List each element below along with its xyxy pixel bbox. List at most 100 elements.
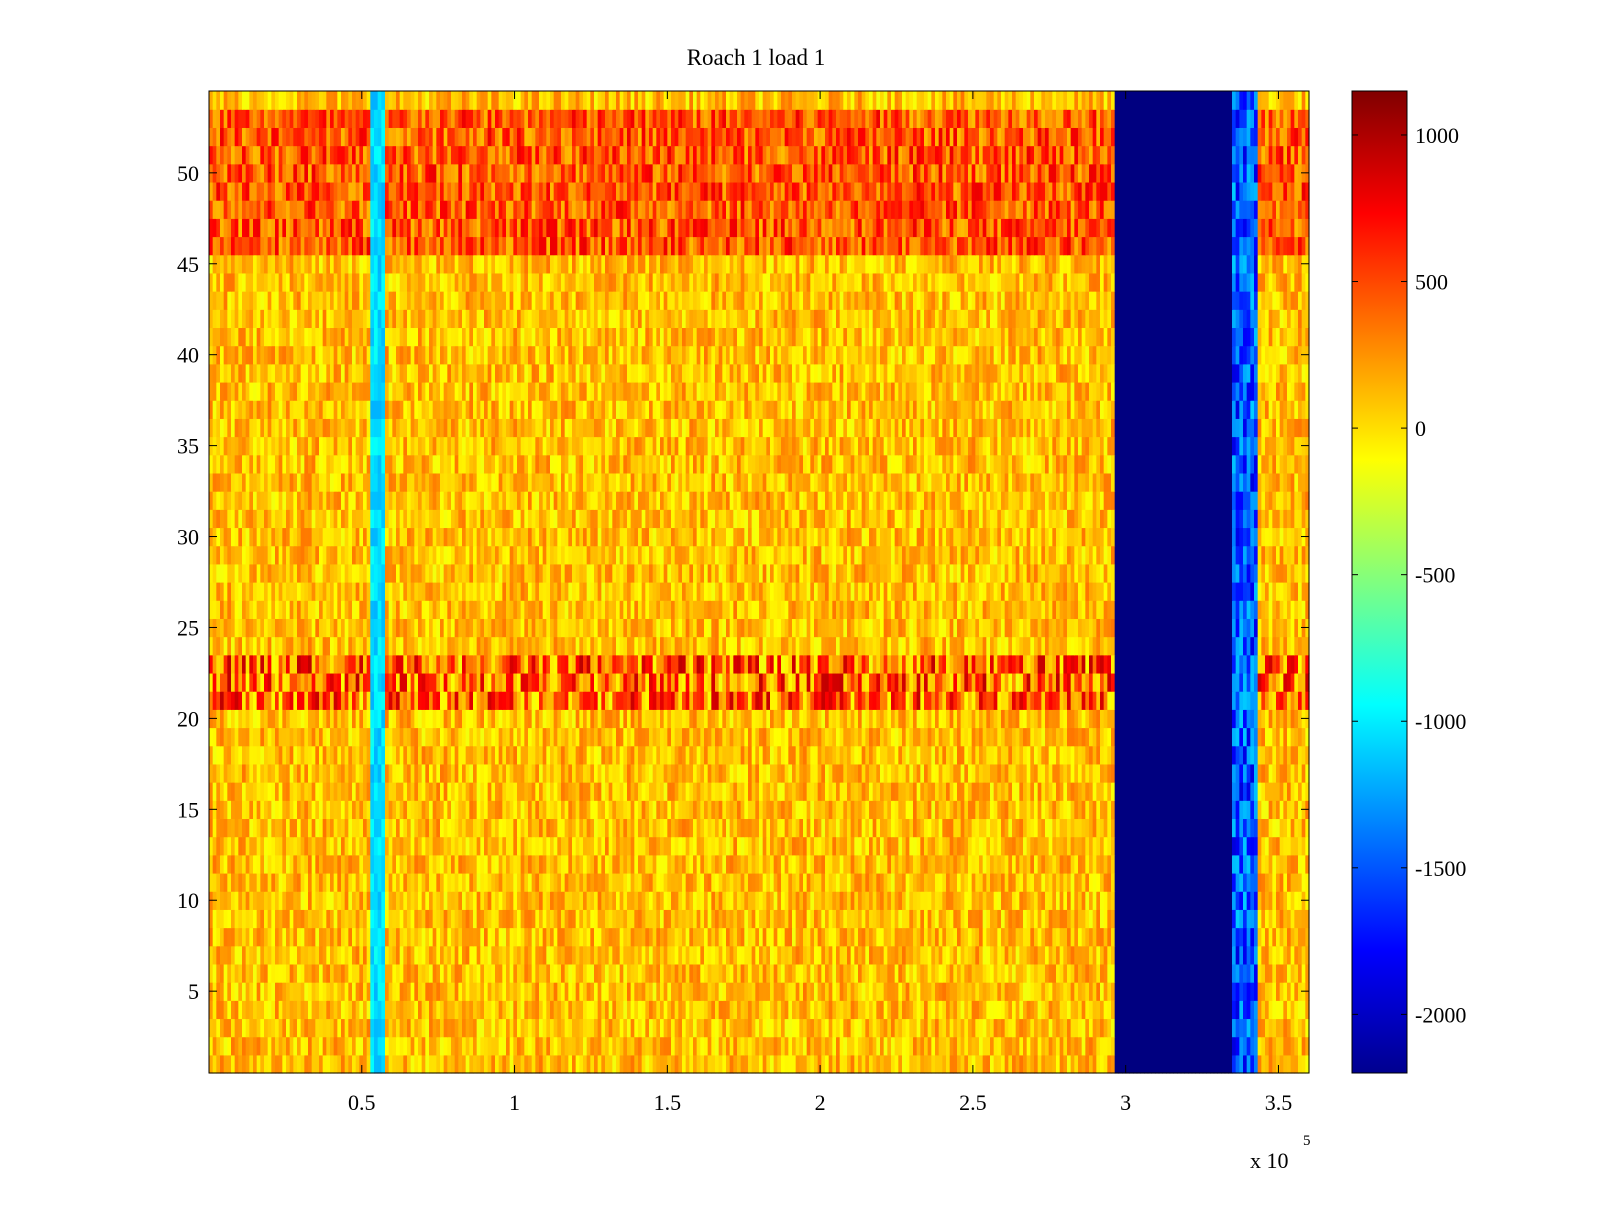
heatmap-cell — [476, 872, 481, 892]
heatmap-cell — [623, 1000, 628, 1020]
heatmap-cell — [1155, 1036, 1160, 1056]
heatmap-cell — [942, 909, 947, 929]
heatmap-cell — [440, 854, 445, 874]
heatmap-cell — [583, 927, 588, 947]
heatmap-cell — [737, 800, 742, 820]
heatmap-cell — [1140, 836, 1145, 856]
heatmap-cell — [949, 982, 954, 1001]
heatmap-cell — [1265, 818, 1270, 838]
heatmap-cell — [612, 982, 617, 1001]
heatmap-cell — [1202, 872, 1207, 892]
heatmap-cell — [487, 963, 492, 983]
heatmap-cell — [645, 945, 650, 965]
heatmap-cell — [491, 872, 496, 892]
heatmap-cell — [546, 872, 551, 892]
heatmap-cell — [392, 963, 397, 983]
heatmap-cell — [1089, 891, 1094, 910]
heatmap-cell — [575, 763, 580, 783]
heatmap-cell — [238, 854, 243, 874]
heatmap-cell — [396, 854, 401, 874]
heatmap-cell — [484, 927, 489, 947]
heatmap-cell — [579, 982, 584, 1001]
heatmap-cell — [553, 891, 558, 910]
heatmap-cell — [1290, 782, 1295, 801]
heatmap-cell — [733, 854, 738, 874]
heatmap-cell — [953, 1000, 958, 1020]
heatmap-cell — [1081, 872, 1086, 892]
heatmap-cell — [1089, 782, 1094, 801]
heatmap-cell — [363, 891, 368, 910]
heatmap-cell — [1001, 1018, 1006, 1038]
heatmap-cell — [748, 854, 753, 874]
heatmap-cell — [286, 782, 291, 801]
heatmap-cell — [311, 1018, 316, 1038]
heatmap-cell — [1059, 891, 1064, 910]
heatmap-cell — [1026, 891, 1031, 910]
heatmap-cell — [465, 854, 470, 874]
heatmap-cell — [227, 782, 232, 801]
heatmap-cell — [674, 818, 679, 838]
heatmap-cell — [759, 963, 764, 983]
heatmap-cell — [788, 818, 793, 838]
heatmap-cell — [579, 1054, 584, 1074]
heatmap-cell — [597, 963, 602, 983]
heatmap-cell — [293, 963, 298, 983]
heatmap-cell — [1155, 1054, 1160, 1074]
heatmap-cell — [447, 1018, 452, 1038]
heatmap-cell — [909, 872, 914, 892]
heatmap-cell — [887, 800, 892, 820]
heatmap-cell — [377, 782, 382, 801]
heatmap-cell — [355, 1054, 360, 1074]
heatmap-cell — [660, 763, 665, 783]
heatmap-cell — [586, 963, 591, 983]
heatmap-cell — [946, 854, 951, 874]
heatmap-cell — [1254, 836, 1259, 856]
heatmap-cell — [1232, 854, 1237, 874]
heatmap-cell — [315, 909, 320, 929]
heatmap-cell — [539, 945, 544, 965]
heatmap-cell — [487, 763, 492, 783]
heatmap-cell — [513, 963, 518, 983]
heatmap-cell — [850, 872, 855, 892]
heatmap-cell — [608, 891, 613, 910]
heatmap-cell — [1298, 945, 1303, 965]
heatmap-cell — [1268, 872, 1273, 892]
heatmap-cell — [550, 854, 555, 874]
heatmap-cell — [546, 963, 551, 983]
heatmap-cell — [564, 836, 569, 856]
heatmap-cell — [407, 909, 412, 929]
heatmap-cell — [894, 782, 899, 801]
heatmap-cell — [850, 1018, 855, 1038]
heatmap-cell — [608, 763, 613, 783]
heatmap-cell — [1221, 982, 1226, 1001]
heatmap-cell — [674, 1000, 679, 1020]
heatmap-cell — [506, 909, 511, 929]
heatmap-cell — [256, 1036, 261, 1056]
heatmap-cell — [1144, 800, 1149, 820]
heatmap-cell — [1019, 872, 1024, 892]
heatmap-cell — [1294, 927, 1299, 947]
heatmap-cell — [751, 836, 756, 856]
heatmap-cell — [223, 1036, 228, 1056]
heatmap-cell — [506, 945, 511, 965]
heatmap-cell — [546, 1036, 551, 1056]
heatmap-cell — [678, 982, 683, 1001]
heatmap-cell — [1078, 891, 1083, 910]
heatmap-cell — [1195, 963, 1200, 983]
heatmap-cell — [781, 1018, 786, 1038]
heatmap-cell — [649, 854, 654, 874]
heatmap-cell — [579, 1000, 584, 1020]
heatmap-cell — [751, 1000, 756, 1020]
heatmap-cell — [227, 1000, 232, 1020]
heatmap-cell — [880, 1018, 885, 1038]
heatmap-cell — [608, 1018, 613, 1038]
heatmap-cell — [711, 1018, 716, 1038]
heatmap-cell — [880, 854, 885, 874]
heatmap-cell — [1001, 982, 1006, 1001]
heatmap-cell — [1243, 836, 1248, 856]
heatmap-cell — [388, 927, 393, 947]
heatmap-cell — [652, 1054, 657, 1074]
heatmap-cell — [1188, 818, 1193, 838]
heatmap-cell — [1217, 836, 1222, 856]
heatmap-cell — [869, 836, 874, 856]
